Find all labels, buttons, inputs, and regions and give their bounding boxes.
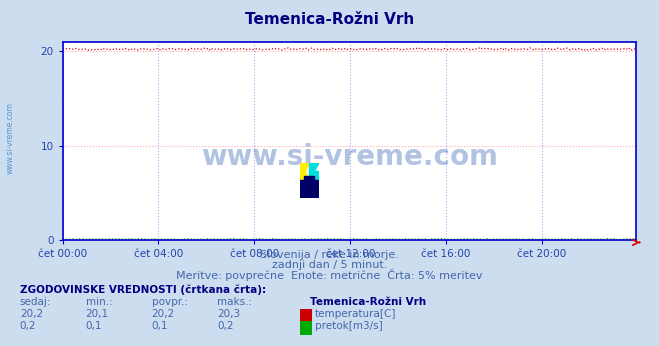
Text: sedaj:: sedaj: xyxy=(20,297,51,307)
Text: temperatura[C]: temperatura[C] xyxy=(315,309,397,319)
Text: 20,1: 20,1 xyxy=(86,309,109,319)
Text: Meritve: povprečne  Enote: metrične  Črta: 5% meritev: Meritve: povprečne Enote: metrične Črta:… xyxy=(176,269,483,281)
Text: 0,1: 0,1 xyxy=(152,321,168,331)
Text: www.si-vreme.com: www.si-vreme.com xyxy=(5,102,14,174)
Text: 20,2: 20,2 xyxy=(20,309,43,319)
Text: min.:: min.: xyxy=(86,297,113,307)
Text: maks.:: maks.: xyxy=(217,297,252,307)
Text: Temenica-Rožni Vrh: Temenica-Rožni Vrh xyxy=(245,12,414,27)
Text: pretok[m3/s]: pretok[m3/s] xyxy=(315,321,383,331)
Text: povpr.:: povpr.: xyxy=(152,297,188,307)
Text: 0,1: 0,1 xyxy=(86,321,102,331)
Text: Slovenija / reke in morje.: Slovenija / reke in morje. xyxy=(260,250,399,260)
Text: 20,2: 20,2 xyxy=(152,309,175,319)
Text: Temenica-Rožni Vrh: Temenica-Rožni Vrh xyxy=(310,297,426,307)
Text: zadnji dan / 5 minut.: zadnji dan / 5 minut. xyxy=(272,260,387,270)
Text: www.si-vreme.com: www.si-vreme.com xyxy=(201,143,498,171)
Text: 20,3: 20,3 xyxy=(217,309,241,319)
Text: 0,2: 0,2 xyxy=(20,321,36,331)
Text: 0,2: 0,2 xyxy=(217,321,234,331)
Text: ZGODOVINSKE VREDNOSTI (črtkana črta):: ZGODOVINSKE VREDNOSTI (črtkana črta): xyxy=(20,284,266,295)
